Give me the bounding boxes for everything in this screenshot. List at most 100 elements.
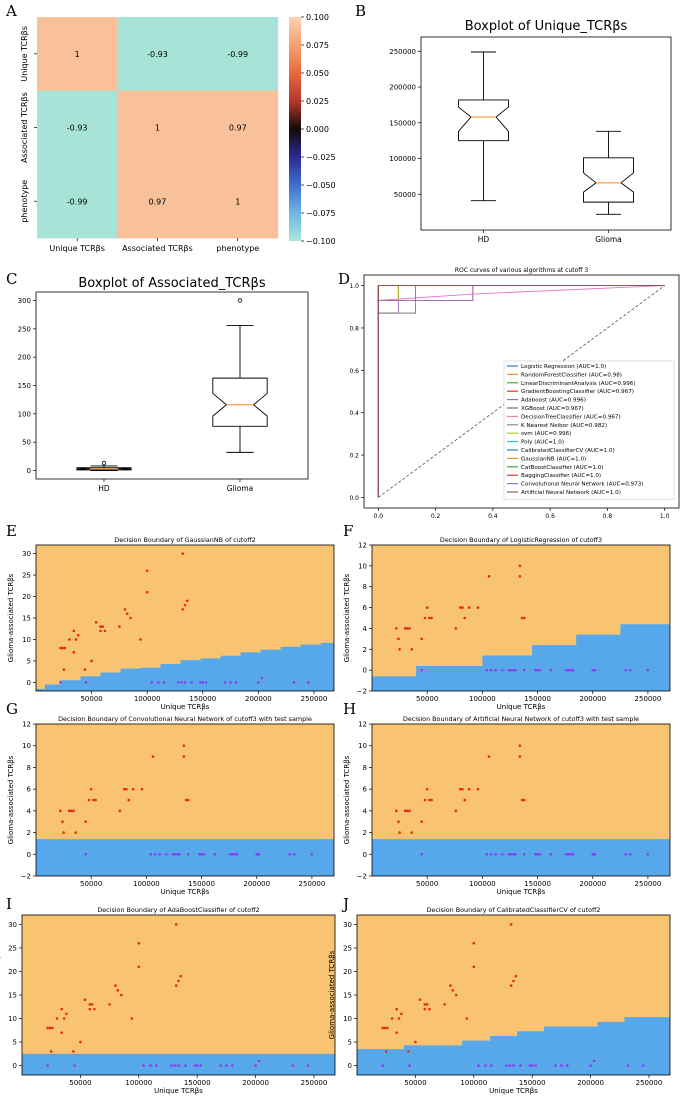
y-tick-label: 0 [13, 1062, 17, 1070]
heatmap-cell [197, 17, 279, 91]
x-tick-label: 200000 [245, 695, 272, 703]
legend-box [503, 360, 675, 500]
glioma-point [118, 625, 121, 628]
hd-point [381, 1064, 384, 1067]
panel-letter-h: H [343, 700, 356, 718]
glioma-point [397, 1017, 401, 1020]
hd-point [219, 1064, 222, 1067]
decision-panel-g: Decision Boundary of Convolutional Neura… [7, 715, 335, 896]
glioma-point [94, 798, 97, 802]
glioma-point [400, 1012, 403, 1016]
legend-label: RandomForestClassifier (AUC=0.98) [521, 372, 622, 378]
heatmap-cell [37, 90, 118, 165]
y-tick-label: 0 [348, 1062, 352, 1070]
decision-axes [35, 723, 335, 877]
y-tick-label: 20 [343, 968, 352, 976]
x-tick-label: 100000 [460, 1079, 487, 1087]
panel-letter-i: I [6, 895, 12, 913]
x-axis-label: Unique TCRβs [161, 888, 210, 896]
chart-title: Decision Boundary of AdaBoostClassifier … [97, 906, 259, 914]
y-tick-label: 6 [27, 786, 32, 794]
glioma-point [187, 798, 190, 802]
heatmap-cell [197, 90, 279, 165]
glioma-point [467, 787, 471, 791]
hd-region [36, 642, 334, 691]
heatmap-cell [117, 90, 198, 165]
hd-point [234, 681, 238, 684]
roc-axes [363, 274, 680, 509]
y-tick-label: 5 [13, 1039, 17, 1047]
hd-point [155, 1064, 158, 1067]
hd-point [500, 668, 504, 672]
x-tick-label: 0.0 [374, 513, 384, 520]
glioma-point [46, 1026, 49, 1030]
glioma-point [407, 1050, 410, 1053]
colorbar-tick-label: 0.050 [306, 69, 329, 78]
heatmap-cell-label: 1 [155, 124, 160, 133]
hd-point [177, 1064, 180, 1067]
y-tick-label: 0 [27, 679, 31, 687]
y-tick-label: 25 [22, 572, 31, 580]
y-tick-label: 150000 [389, 119, 416, 127]
glioma-point [125, 787, 128, 791]
hd-point [201, 681, 205, 684]
glioma-region [22, 915, 335, 1075]
glioma-point [79, 1040, 82, 1044]
glioma-point [425, 1003, 429, 1006]
y-axis-label: Glioma-associated TCRβs [7, 573, 15, 662]
glioma-point [182, 755, 186, 758]
hd-point [567, 852, 570, 856]
glioma-point [140, 787, 144, 791]
hd-point [569, 668, 572, 672]
hd-point [536, 852, 539, 856]
colorbar-tick-label: 0.025 [306, 97, 329, 106]
hd-point [225, 1064, 228, 1067]
glioma-point [101, 625, 105, 628]
x-tick-label: 0.6 [545, 513, 555, 520]
hd-region [372, 839, 670, 876]
glioma-point [70, 809, 73, 813]
glioma-point [425, 606, 429, 609]
x-tick-label: 100000 [125, 1079, 152, 1087]
y-tick-label: 10 [358, 742, 367, 750]
y-tick-label: 12 [22, 721, 31, 729]
hd-point [592, 1059, 596, 1063]
glioma-point [428, 798, 431, 802]
y-tick-label: 30 [8, 921, 17, 929]
hd-point [509, 668, 513, 672]
y-tick-label: 20 [22, 593, 31, 601]
legend-label: Adaboost (AUC=0.996) [521, 398, 586, 404]
x-tick-label: 250000 [301, 1079, 328, 1087]
glioma-point [145, 569, 149, 573]
decision-panel-f: Decision Boundary of LogisticRegression … [343, 536, 671, 711]
glioma-point [181, 608, 185, 611]
legend-label: K Nearest Neibor (AUC=0.982) [521, 423, 607, 429]
legend-label: GaussianNB (AUC=1.0) [521, 456, 586, 462]
x-tick-label: 100000 [133, 880, 160, 888]
hd-point [291, 1064, 295, 1067]
x-tick-label: 50000 [404, 1079, 426, 1087]
heatmap-cell-label: -0.99 [67, 197, 88, 206]
heatmap-row-label: Associated TCRβs [20, 92, 29, 163]
glioma-point [514, 974, 518, 978]
y-tick-label: 6 [363, 786, 368, 794]
panel-letter-a: A [5, 2, 17, 20]
y-tick-label: 2 [363, 829, 367, 837]
hd-point [46, 1064, 49, 1067]
glioma-point [418, 998, 422, 1002]
glioma-point [454, 993, 458, 997]
glioma-point [123, 608, 127, 611]
heatmap-row-label: phenotype [20, 180, 29, 223]
legend-label: XGBoost (AUC=0.967) [521, 406, 584, 412]
x-tick-label: 0.4 [488, 513, 498, 520]
box-body [76, 467, 132, 471]
chance-diagonal [378, 285, 665, 498]
glioma-point [430, 616, 433, 620]
hd-point [142, 1064, 145, 1067]
heatmap-col-label: Associated TCRβs [122, 244, 193, 253]
x-tick-label: 150000 [519, 1079, 546, 1087]
hd-point [180, 681, 183, 684]
hd-point [177, 681, 180, 684]
hd-point [565, 1064, 569, 1067]
hd-point [292, 852, 296, 856]
